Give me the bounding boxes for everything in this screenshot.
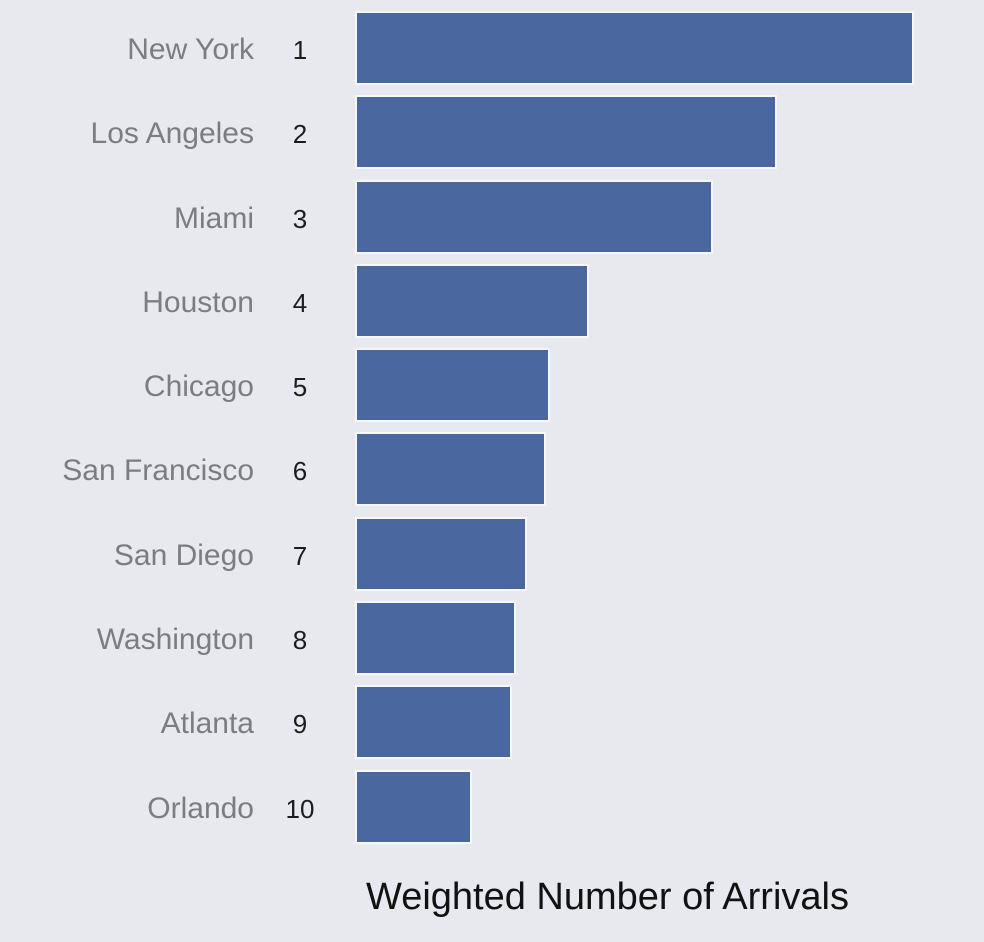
bar [357, 687, 511, 757]
chart-row: New York 1 [0, 13, 984, 87]
rank-label: 5 [292, 372, 308, 402]
x-axis-title: Weighted Number of Arrivals [366, 876, 849, 918]
rank-label: 2 [292, 119, 308, 149]
rank-label: 8 [292, 625, 308, 655]
city-label: Houston [142, 286, 254, 319]
city-label: New York [127, 33, 254, 66]
rank-label: 10 [285, 794, 315, 824]
chart-row: Miami 3 [0, 182, 984, 256]
bar [357, 434, 545, 504]
city-label: San Francisco [62, 454, 254, 487]
city-label: Miami [174, 202, 254, 235]
chart-row: Orlando 10 [0, 772, 984, 846]
rank-label: 4 [292, 288, 308, 318]
city-label: Orlando [147, 792, 254, 825]
rank-label: 3 [292, 204, 308, 234]
city-label: San Diego [113, 539, 254, 572]
city-label: Los Angeles [90, 117, 254, 150]
bar [357, 772, 471, 842]
city-label: Atlanta [160, 707, 254, 740]
chart-row: Atlanta 9 [0, 687, 984, 761]
city-label: Washington [96, 623, 254, 656]
bar [357, 519, 526, 589]
chart-row: Houston 4 [0, 266, 984, 340]
bar [357, 266, 587, 336]
rank-label: 6 [292, 456, 308, 486]
rank-label: 7 [292, 541, 308, 571]
bar [357, 603, 515, 673]
bar [357, 97, 775, 167]
chart-row: Washington 8 [0, 603, 984, 677]
chart-row: Los Angeles 2 [0, 97, 984, 171]
bar [357, 350, 548, 420]
chart-row: San Diego 7 [0, 519, 984, 593]
rank-label: 1 [292, 35, 308, 65]
city-label: Chicago [143, 370, 254, 403]
rank-label: 9 [292, 709, 308, 739]
chart-row: Chicago 5 [0, 350, 984, 424]
bar [357, 182, 712, 252]
bar [357, 13, 912, 83]
chart-row: San Francisco 6 [0, 434, 984, 508]
